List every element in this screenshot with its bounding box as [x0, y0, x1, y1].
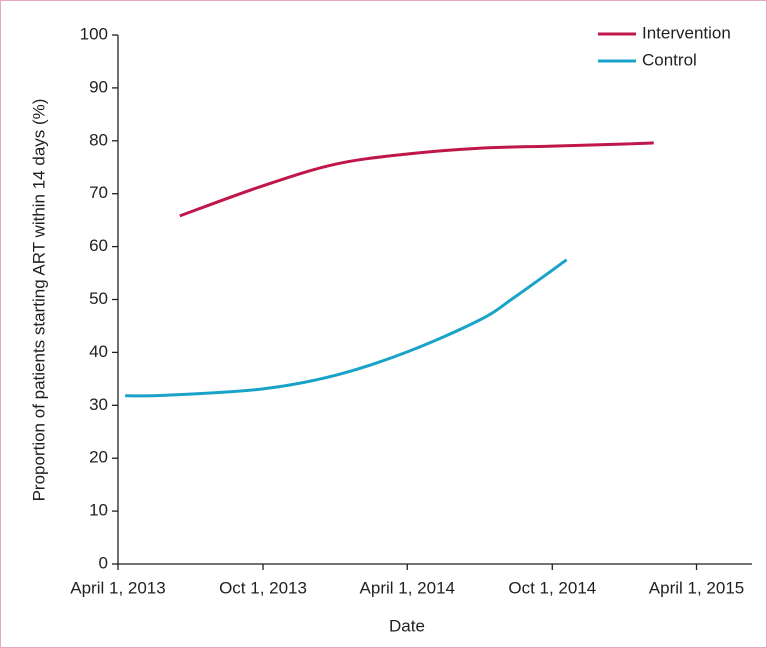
- data-line: [179, 141, 654, 218]
- legend-label: Control: [642, 50, 697, 69]
- y-tick-label: 90: [89, 77, 108, 96]
- x-tick-label: April 1, 2013: [70, 578, 165, 597]
- data-line: [125, 258, 568, 398]
- y-tick-label: 50: [89, 289, 108, 308]
- y-tick-label: 60: [89, 236, 108, 255]
- x-tick-label: April 1, 2015: [649, 578, 744, 597]
- y-tick-label: 30: [89, 395, 108, 414]
- x-axis-label: Date: [389, 616, 425, 635]
- legend-label: Intervention: [642, 23, 731, 42]
- x-tick-label: April 1, 2014: [360, 578, 455, 597]
- y-tick-label: 80: [89, 130, 108, 149]
- y-tick-label: 10: [89, 501, 108, 520]
- y-tick-label: 0: [99, 553, 108, 572]
- x-tick-label: Oct 1, 2014: [508, 578, 596, 597]
- y-tick-label: 20: [89, 448, 108, 467]
- y-axis-label: Proportion of patients starting ART with…: [29, 99, 48, 502]
- y-tick-label: 100: [80, 24, 108, 43]
- x-tick-label: Oct 1, 2013: [219, 578, 307, 597]
- y-tick-label: 70: [89, 183, 108, 202]
- y-tick-label: 40: [89, 342, 108, 361]
